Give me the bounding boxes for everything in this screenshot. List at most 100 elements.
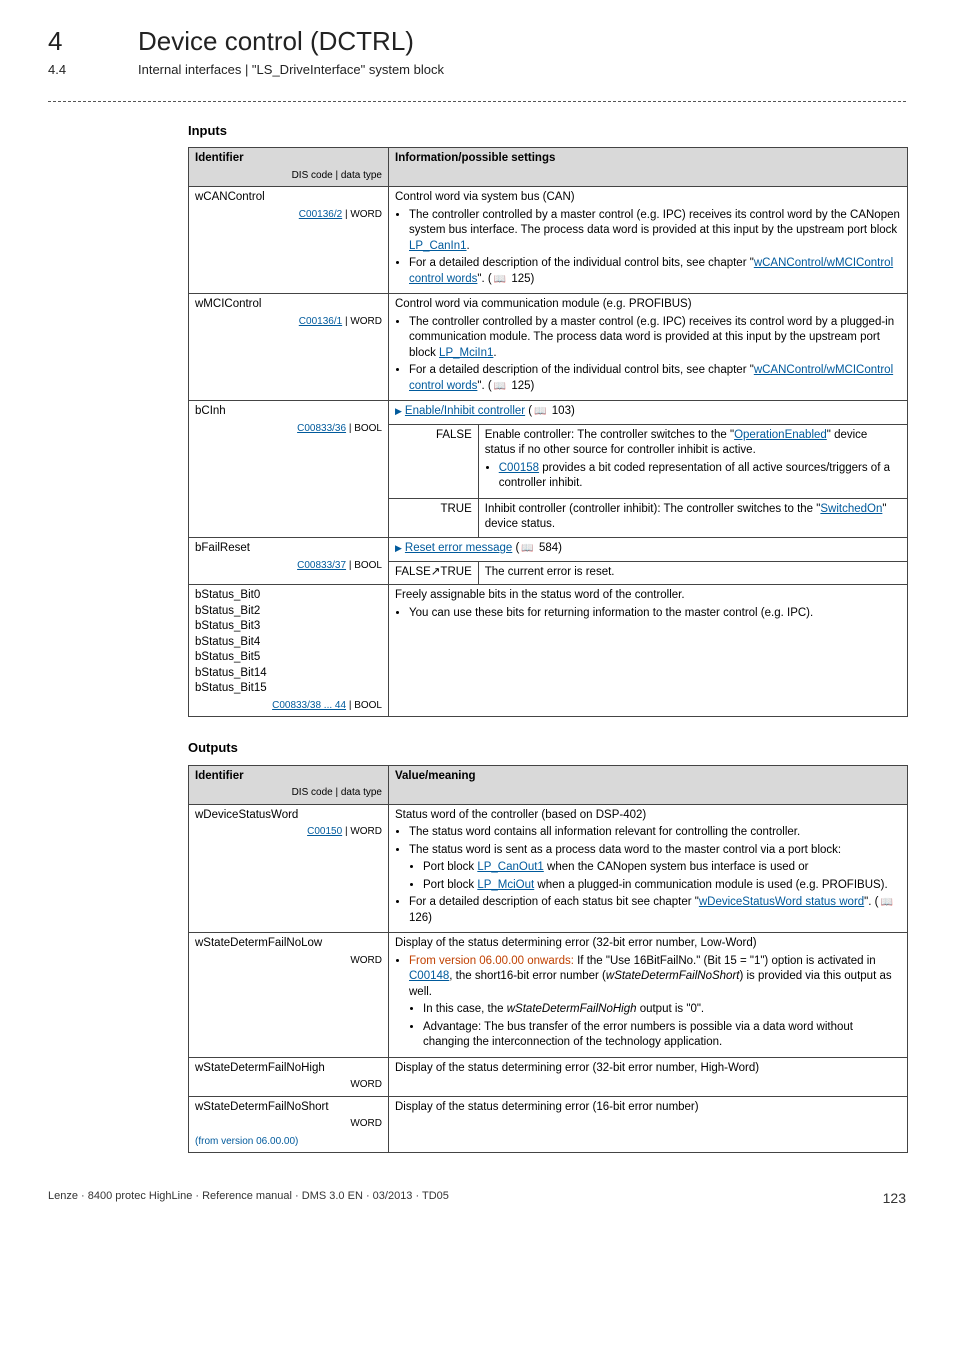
table-row: wDeviceStatusWord C00150 | WORD Status w… bbox=[189, 804, 908, 933]
enable-inhibit-link[interactable]: Enable/Inhibit controller bbox=[405, 405, 525, 417]
chapter-title: Device control (DCTRL) bbox=[138, 24, 414, 59]
dis-code: C00150 | WORD bbox=[195, 825, 382, 839]
identifier-cell: wStateDetermFailNoLow WORD bbox=[189, 933, 389, 1058]
identifier: wDeviceStatusWord bbox=[195, 808, 382, 824]
dis-code-link[interactable]: C00136/1 bbox=[299, 316, 342, 327]
table-row: bCInh C00833/36 | BOOL Enable/Inhibit co… bbox=[189, 401, 908, 425]
desc-top: Freely assignable bits in the status wor… bbox=[395, 589, 685, 601]
identifier-cell: bCInh C00833/36 | BOOL bbox=[189, 401, 389, 538]
identifier: bStatus_Bit3 bbox=[195, 619, 382, 635]
list-item: Advantage: The bus transfer of the error… bbox=[423, 1020, 901, 1051]
outputs-col2-header: Value/meaning bbox=[389, 765, 908, 804]
list-item: Port block LP_MciOut when a plugged-in c… bbox=[423, 878, 901, 894]
inputs-col1-header: Identifier DIS code | data type bbox=[189, 148, 389, 187]
chapter-header: 4 Device control (DCTRL) bbox=[48, 24, 906, 59]
description-cell: Reset error message ( 584) bbox=[389, 538, 908, 562]
identifier: bStatus_Bit5 bbox=[195, 650, 382, 666]
table-row: wStateDetermFailNoShort WORD (from versi… bbox=[189, 1096, 908, 1153]
identifier-cell: wStateDetermFailNoShort WORD (from versi… bbox=[189, 1096, 389, 1153]
desc-top: Display of the status determining error … bbox=[395, 937, 757, 949]
table-row: wStateDetermFailNoHigh WORD Display of t… bbox=[189, 1057, 908, 1096]
page-number: 123 bbox=[883, 1189, 906, 1208]
lp-mciout-link[interactable]: LP_MciOut bbox=[477, 879, 534, 891]
description-cell: Display of the status determining error … bbox=[389, 1096, 908, 1153]
identifier: wStateDetermFailNoHigh bbox=[195, 1061, 382, 1077]
table-row: wCANControl C00136/2 | WORD Control word… bbox=[189, 187, 908, 294]
section-number: 4.4 bbox=[48, 61, 138, 79]
col1-sublabel: DIS code | data type bbox=[195, 169, 382, 183]
table-row: wStateDetermFailNoLow WORD Display of th… bbox=[189, 933, 908, 1058]
inputs-table: Identifier DIS code | data type Informat… bbox=[188, 147, 908, 717]
dis-type: WORD bbox=[195, 1117, 382, 1131]
list-item: The controller controlled by a master co… bbox=[409, 208, 901, 255]
book-icon bbox=[519, 542, 535, 554]
description-cell: Display of the status determining error … bbox=[389, 933, 908, 1058]
identifier: wStateDetermFailNoShort bbox=[195, 1100, 382, 1116]
dis-code: C00833/38 ... 44 | BOOL bbox=[195, 699, 382, 713]
reset-error-link[interactable]: Reset error message bbox=[405, 542, 512, 554]
list-item: For a detailed description of the indivi… bbox=[409, 256, 901, 287]
list-item: In this case, the wStateDetermFailNoHigh… bbox=[423, 1002, 901, 1018]
identifier-cell: wStateDetermFailNoHigh WORD bbox=[189, 1057, 389, 1096]
section-header: 4.4 Internal interfaces | "LS_DriveInter… bbox=[48, 61, 906, 79]
dis-code-link[interactable]: C00833/36 bbox=[297, 423, 346, 434]
book-icon bbox=[492, 380, 508, 392]
value-label: FALSE bbox=[389, 424, 479, 498]
operationenabled-link[interactable]: OperationEnabled bbox=[734, 429, 827, 441]
identifier: wCANControl bbox=[195, 190, 382, 206]
section-title: Internal interfaces | "LS_DriveInterface… bbox=[138, 61, 444, 79]
lp-canin1-link[interactable]: LP_CanIn1 bbox=[409, 240, 467, 252]
value-label: FALSE↗TRUE bbox=[389, 561, 479, 585]
dis-code-link[interactable]: C00136/2 bbox=[299, 209, 342, 220]
identifier: bStatus_Bit2 bbox=[195, 604, 382, 620]
arrow-icon bbox=[395, 405, 405, 417]
description-cell: Display of the status determining error … bbox=[389, 1057, 908, 1096]
statusword-link[interactable]: wDeviceStatusWord status word bbox=[699, 896, 864, 908]
list-item: From version 06.00.00 onwards: If the "U… bbox=[409, 954, 901, 1051]
identifier: bCInh bbox=[195, 404, 382, 420]
outputs-heading: Outputs bbox=[188, 739, 906, 757]
c00148-link[interactable]: C00148 bbox=[409, 970, 449, 982]
list-item: The status word is sent as a process dat… bbox=[409, 843, 901, 894]
identifier-cell: bStatus_Bit0 bStatus_Bit2 bStatus_Bit3 b… bbox=[189, 585, 389, 717]
col1-label: Identifier bbox=[195, 769, 382, 785]
value-desc: Inhibit controller (controller inhibit):… bbox=[478, 498, 907, 537]
lp-canout1-link[interactable]: LP_CanOut1 bbox=[477, 861, 544, 873]
book-icon bbox=[878, 896, 894, 908]
desc-top: Control word via communication module (e… bbox=[395, 298, 692, 310]
dis-code-link[interactable]: C00833/38 ... 44 bbox=[272, 700, 346, 711]
description-cell: Control word via communication module (e… bbox=[389, 294, 908, 401]
desc-top: Status word of the controller (based on … bbox=[395, 809, 646, 821]
list-item: C00158 provides a bit coded representati… bbox=[499, 461, 901, 492]
identifier: wMCIControl bbox=[195, 297, 382, 313]
dis-code-link[interactable]: C00150 bbox=[307, 826, 342, 837]
outputs-col1-header: Identifier DIS code | data type bbox=[189, 765, 389, 804]
identifier-cell: wMCIControl C00136/1 | WORD bbox=[189, 294, 389, 401]
table-row: bStatus_Bit0 bStatus_Bit2 bStatus_Bit3 b… bbox=[189, 585, 908, 717]
list-item: For a detailed description of the indivi… bbox=[409, 363, 901, 394]
arrow-icon bbox=[395, 542, 405, 554]
description-cell: Freely assignable bits in the status wor… bbox=[389, 585, 908, 717]
identifier: bStatus_Bit15 bbox=[195, 681, 382, 697]
identifier: wStateDetermFailNoLow bbox=[195, 936, 382, 952]
dis-code: C00833/36 | BOOL bbox=[195, 422, 382, 436]
table-row: wMCIControl C00136/1 | WORD Control word… bbox=[189, 294, 908, 401]
dis-type: WORD bbox=[195, 1078, 382, 1092]
c00158-link[interactable]: C00158 bbox=[499, 462, 539, 474]
identifier: bStatus_Bit4 bbox=[195, 635, 382, 651]
lp-mciin1-link[interactable]: LP_MciIn1 bbox=[439, 347, 493, 359]
switchedon-link[interactable]: SwitchedOn bbox=[820, 503, 882, 515]
identifier-cell: wDeviceStatusWord C00150 | WORD bbox=[189, 804, 389, 933]
identifier: bFailReset bbox=[195, 541, 382, 557]
description-cell: Status word of the controller (based on … bbox=[389, 804, 908, 933]
list-item: The controller controlled by a master co… bbox=[409, 315, 901, 362]
dis-code-link[interactable]: C00833/37 bbox=[297, 560, 346, 571]
list-item: For a detailed description of each statu… bbox=[409, 895, 901, 926]
identifier: bStatus_Bit14 bbox=[195, 666, 382, 682]
value-desc: Enable controller: The controller switch… bbox=[478, 424, 907, 498]
value-label: TRUE bbox=[389, 498, 479, 537]
version-note: From version 06.00.00 onwards: bbox=[409, 955, 574, 967]
description-cell: Enable/Inhibit controller ( 103) bbox=[389, 401, 908, 425]
footer-left: Lenze · 8400 protec HighLine · Reference… bbox=[48, 1189, 449, 1208]
book-icon bbox=[492, 273, 508, 285]
